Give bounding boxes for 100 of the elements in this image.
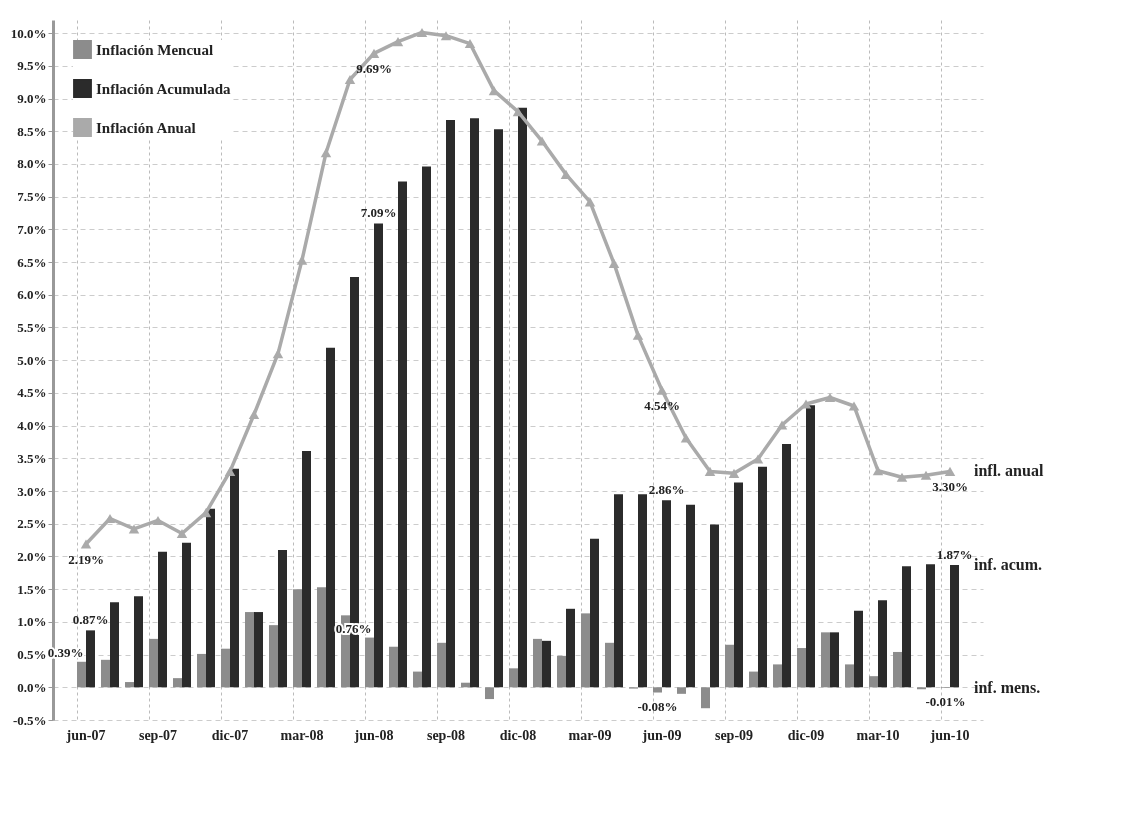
bar (269, 625, 278, 688)
point (920, 470, 932, 480)
bar (293, 589, 302, 688)
bar (878, 600, 887, 688)
point (272, 349, 284, 359)
bar (470, 118, 479, 688)
point (824, 392, 836, 403)
y-tick-label: 9.0% (17, 91, 47, 106)
y-tick-label: -0.5% (12, 712, 47, 728)
bar (533, 638, 542, 688)
y-tick-label: 10.0% (10, 25, 47, 41)
annotation: inf. acum. (974, 555, 1042, 573)
bar (893, 651, 902, 688)
bar (86, 630, 95, 688)
y-tick-label: 2.5% (17, 516, 47, 532)
bar (374, 223, 383, 688)
x-tick-label: mar-10 (856, 727, 900, 743)
y-tick-label: 0.0% (17, 679, 47, 695)
point (632, 330, 644, 340)
y-tick-label: 5.5% (17, 319, 47, 335)
point (656, 385, 668, 395)
y-tick-label: 7.0% (17, 221, 47, 237)
data-label: -0.08% (637, 698, 678, 714)
x-tick-label: sep-08 (426, 727, 466, 743)
bar (902, 566, 911, 688)
x-tick-label: jun-07 (65, 727, 106, 743)
bar (110, 602, 119, 688)
annotation: infl. anual (974, 462, 1044, 480)
x-tick-label: mar-08 (280, 727, 324, 743)
x-tick-label: jun-09 (641, 727, 682, 743)
y-tick-label: 1.5% (17, 581, 47, 597)
bar (821, 632, 830, 688)
x-tick-label: mar-09 (568, 727, 612, 743)
bar (950, 564, 959, 688)
bar (125, 682, 134, 688)
bar (365, 637, 374, 688)
bar (830, 632, 839, 688)
bar (245, 612, 254, 688)
x-tick-label: jun-08 (353, 727, 394, 743)
point (752, 454, 764, 464)
bar (590, 538, 599, 688)
y-tick-label: 4.5% (17, 385, 47, 401)
legend-label: Inflación Mencual (96, 41, 214, 58)
bar (326, 347, 335, 688)
x-tick-label: sep-09 (714, 727, 754, 743)
data-label: 0.87% (72, 612, 109, 628)
bar (446, 120, 455, 688)
point (344, 74, 356, 85)
y-tick-label: 0.5% (17, 647, 47, 663)
bar (422, 166, 431, 688)
bar (206, 508, 215, 688)
bar (182, 542, 191, 688)
y-tick-label: 1.0% (17, 614, 47, 630)
point (224, 466, 236, 476)
bar (134, 596, 143, 688)
bar (302, 451, 311, 688)
point (320, 148, 332, 158)
point (440, 31, 452, 41)
bar (485, 687, 494, 700)
point (176, 529, 188, 539)
point (872, 466, 884, 476)
bar (614, 494, 623, 688)
bar (254, 612, 263, 688)
bar (413, 671, 422, 688)
data-label: 0.76% (335, 620, 372, 636)
x-tick-label: dic-09 (787, 727, 825, 743)
x-tick-label: sep-07 (138, 727, 178, 743)
bar (758, 466, 767, 688)
bar (278, 549, 287, 688)
point (464, 39, 476, 49)
bar (854, 610, 863, 688)
y-tick-label: 4.0% (17, 418, 47, 434)
bar (638, 494, 647, 688)
point (584, 197, 596, 207)
point (80, 539, 92, 549)
x-tick-label: dic-08 (499, 727, 537, 743)
bar (710, 524, 719, 688)
bar (869, 676, 878, 688)
point (680, 433, 692, 443)
bar (398, 181, 407, 688)
bar (566, 608, 575, 688)
data-label: 7.09% (360, 205, 397, 221)
y-tick-label: 2.0% (17, 548, 47, 564)
bar (149, 638, 158, 688)
bar (734, 482, 743, 688)
data-label: 1.87% (936, 546, 973, 562)
bar (437, 642, 446, 688)
bar (662, 500, 671, 688)
bar (230, 468, 239, 688)
point (416, 27, 428, 37)
data-label: 2.86% (648, 482, 685, 498)
bar (158, 551, 167, 688)
point (728, 468, 740, 478)
point (944, 466, 956, 476)
bar (101, 659, 110, 688)
bar (317, 587, 326, 688)
point (896, 472, 908, 482)
point (608, 258, 620, 268)
point (392, 37, 404, 47)
bar (782, 443, 791, 688)
